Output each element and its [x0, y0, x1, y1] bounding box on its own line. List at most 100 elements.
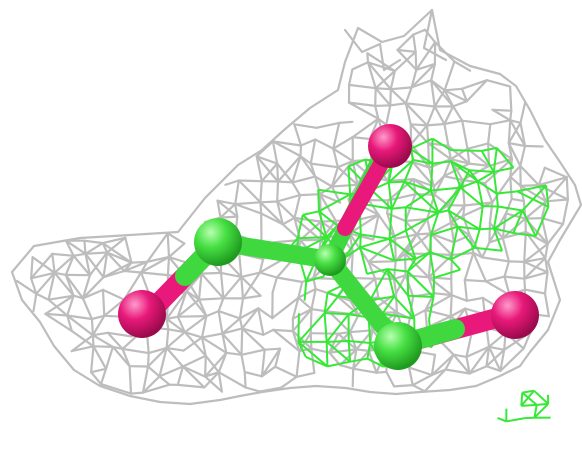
gray-mesh-edge — [281, 216, 296, 226]
gray-mesh-edge — [295, 350, 301, 378]
gray-mesh-edge — [295, 371, 316, 378]
gray-mesh-edge — [176, 315, 208, 318]
carbon-atom-bottom — [374, 322, 422, 370]
gray-mesh-edge — [219, 271, 225, 300]
gray-mesh-edge — [394, 274, 407, 295]
green-mesh-edge — [366, 357, 384, 368]
gray-mesh-edge — [485, 345, 491, 368]
gray-mesh-edge — [410, 79, 433, 89]
gray-mesh-edge — [509, 109, 513, 122]
gray-mesh-edge — [336, 295, 360, 316]
gray-mesh-edge — [377, 213, 397, 240]
gray-mesh-edge — [332, 147, 354, 163]
green-mesh-edge — [386, 268, 409, 297]
green-mesh-edge — [493, 209, 524, 230]
gray-mesh-edge — [238, 317, 244, 330]
gray-mesh-edge — [452, 353, 471, 375]
green-mesh-edge — [431, 137, 452, 151]
gray-mesh-edge — [185, 290, 208, 318]
gray-mesh-edge — [523, 257, 547, 263]
gray-mesh-edge — [509, 164, 522, 178]
gray-mesh-edge — [411, 373, 433, 387]
gray-mesh-edge — [141, 365, 150, 394]
gray-mesh-edge — [449, 307, 467, 318]
gray-mesh-edge — [434, 41, 456, 63]
gray-mesh-edge — [485, 79, 512, 88]
gray-mesh-edge — [260, 212, 284, 226]
gray-mesh-edge — [509, 175, 513, 200]
gray-mesh-edge — [158, 375, 171, 386]
gray-mesh-edge — [387, 193, 417, 202]
gray-mesh-edge — [165, 331, 186, 349]
gray-mesh-edge — [84, 252, 92, 277]
gray-mesh-edge — [501, 237, 510, 263]
green-mesh-edge — [366, 268, 388, 275]
green-mesh-edge — [520, 392, 524, 406]
gray-mesh-edge — [147, 346, 168, 355]
green-mesh-edge — [318, 211, 328, 238]
gray-mesh-edge — [204, 354, 207, 378]
green-mesh-edge — [302, 210, 320, 216]
green-mesh-edge — [432, 160, 452, 165]
gray-mesh-edge — [389, 69, 396, 91]
gray-mesh-edge — [374, 87, 377, 108]
green-mesh-edge — [343, 246, 361, 260]
gray-mesh-edge — [92, 345, 108, 370]
gray-mesh-edge — [260, 348, 266, 378]
green-mesh-edge — [430, 186, 461, 192]
gray-mesh-edge — [372, 213, 380, 241]
gray-mesh-edge — [352, 367, 378, 374]
gray-mesh-edge — [146, 352, 150, 368]
gray-mesh-edge — [271, 276, 278, 294]
green-mesh-edge — [325, 341, 329, 367]
green-mesh-edge — [323, 313, 328, 342]
gray-mesh-edge — [485, 365, 502, 372]
gray-mesh-edge — [509, 119, 522, 124]
gray-mesh-edge — [393, 384, 414, 388]
gray-mesh-edge — [64, 254, 75, 276]
gray-mesh-edge — [449, 158, 471, 165]
gray-mesh-edge — [165, 346, 185, 352]
gray-mesh-edge — [167, 255, 188, 264]
gray-mesh-edge — [386, 178, 415, 183]
green-mesh-edge — [437, 186, 462, 214]
gray-mesh-edge — [81, 276, 105, 300]
gray-mesh-edge — [276, 180, 294, 184]
gray-mesh-edge — [241, 327, 265, 336]
green-mesh-edge — [318, 188, 351, 196]
green-mesh-edge — [473, 229, 481, 249]
gray-mesh-edge — [84, 251, 109, 255]
gray-mesh-edge — [183, 331, 207, 357]
gray-mesh-edge — [183, 315, 208, 334]
gray-mesh-edge — [411, 160, 435, 188]
gray-mesh-edge — [426, 122, 446, 127]
gray-mesh-edge — [259, 200, 279, 204]
gray-mesh-edge — [30, 256, 34, 280]
gray-mesh-edge — [430, 353, 437, 377]
gray-mesh-edge — [409, 123, 429, 127]
gray-mesh-edge — [255, 155, 280, 183]
green-mesh-edge — [305, 356, 328, 368]
gray-mesh-edge — [366, 61, 377, 90]
green-mesh-edge — [388, 238, 396, 261]
gray-mesh-edge — [32, 292, 38, 313]
green-mesh-edge — [407, 270, 435, 298]
green-mesh-edge — [450, 149, 482, 152]
green-mesh-edge — [409, 148, 433, 165]
green-mesh-edge — [317, 189, 320, 212]
gray-mesh-edge — [83, 239, 87, 255]
gray-mesh-edge — [221, 332, 243, 356]
gray-mesh-edge — [200, 332, 224, 339]
gray-mesh-edge — [274, 347, 282, 368]
green-mesh-edge — [323, 295, 339, 314]
gray-mesh-edge — [503, 275, 526, 280]
gray-mesh-edge — [276, 180, 280, 203]
gray-mesh-edge — [241, 294, 262, 300]
gray-mesh-edge — [299, 155, 317, 178]
gray-mesh-edge — [412, 33, 417, 53]
gray-mesh-edge — [544, 176, 568, 203]
oxygen-atom-left — [118, 290, 166, 338]
gray-mesh-edge — [544, 257, 549, 274]
gray-mesh-edge — [374, 87, 392, 107]
gray-mesh-edge — [165, 317, 186, 334]
